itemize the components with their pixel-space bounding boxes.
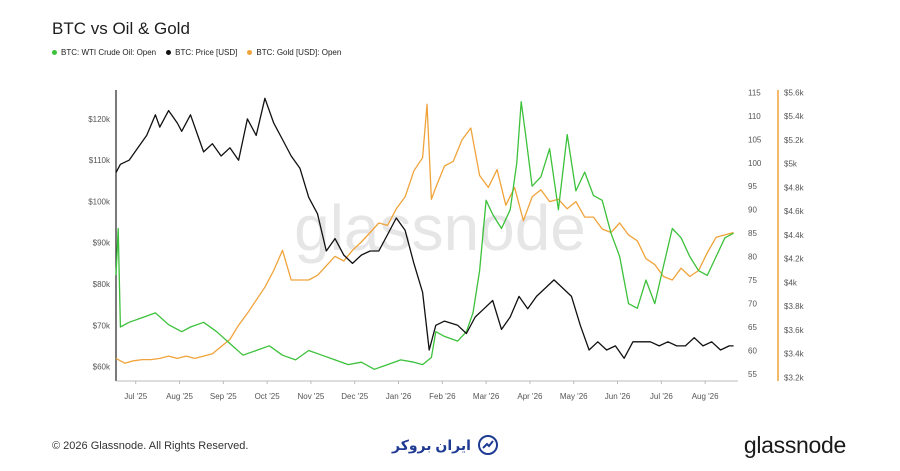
trend-up-icon (477, 435, 498, 455)
x-tick-label: Mar '26 (473, 392, 500, 401)
gold-tick-label: $5.4k (784, 112, 805, 121)
oil-tick-label: 55 (748, 370, 757, 379)
oil-tick-label: 100 (748, 159, 762, 168)
center-logo: ایران بروکر (392, 434, 499, 456)
brand-logo: glassnode (743, 432, 846, 458)
oil-tick-label: 70 (748, 300, 757, 309)
series-line-oil (115, 101, 734, 370)
oil-tick-label: 75 (748, 276, 757, 285)
gold-tick-label: $5.6k (784, 88, 805, 97)
legend-dot-btc (166, 50, 172, 55)
oil-tick-label: 95 (748, 182, 757, 191)
oil-tick-label: 60 (748, 346, 757, 355)
x-tick-label: Jul '26 (650, 392, 673, 401)
gold-tick-label: $3.6k (784, 326, 805, 335)
legend-item-btc[interactable]: BTC: Price [USD] (166, 48, 237, 57)
oil-tick-label: 80 (748, 253, 757, 262)
x-tick-label: Jun '26 (605, 392, 631, 401)
oil-tick-label: 90 (748, 206, 757, 215)
center-logo-text: ایران بروکر (392, 436, 471, 453)
legend-dot-oil (52, 50, 57, 55)
legend-dot-gold (247, 50, 253, 55)
gold-tick-label: $5.2k (784, 136, 805, 145)
oil-tick-label: 110 (748, 112, 761, 121)
oil-tick-label: 105 (748, 135, 762, 144)
x-tick-label: Feb '26 (429, 392, 456, 401)
gold-tick-label: $3.2k (784, 373, 805, 382)
x-tick-label: May '26 (560, 392, 588, 401)
x-tick-label: Sep '25 (210, 392, 237, 401)
x-tick-label: Oct '25 (255, 392, 281, 401)
gold-tick-label: $4.6k (784, 207, 805, 216)
legend-item-oil[interactable]: BTC: WTI Crude Oil: Open (52, 48, 156, 57)
gold-tick-label: $3.4k (784, 350, 805, 359)
legend-item-gold[interactable]: BTC: Gold [USD]: Open (247, 48, 341, 57)
x-tick-label: Apr '26 (517, 392, 543, 401)
x-tick-label: Nov '25 (297, 392, 324, 401)
left-tick-label: $70k (93, 321, 111, 330)
left-tick-label: $120k (88, 115, 111, 124)
gold-tick-label: $4k (784, 278, 798, 287)
gold-tick-label: $4.4k (784, 231, 805, 240)
gold-tick-label: $4.8k (784, 183, 805, 192)
x-tick-label: Aug '25 (166, 392, 193, 401)
left-tick-label: $110k (89, 156, 111, 165)
chart-title: BTC vs Oil & Gold (52, 19, 190, 38)
x-tick-label: Aug '26 (692, 392, 719, 401)
gold-tick-label: $5k (784, 160, 798, 169)
series-line-left (115, 97, 734, 359)
gold-tick-label: $4.2k (784, 255, 805, 264)
left-tick-label: $60k (93, 363, 111, 372)
oil-tick-label: 85 (748, 229, 757, 238)
series-line-gold (115, 103, 734, 364)
watermark: glassnode (294, 192, 586, 264)
legend-label-gold: BTC: Gold [USD]: Open (256, 48, 342, 57)
left-tick-label: $90k (93, 239, 111, 248)
left-tick-label: $100k (88, 197, 111, 206)
copyright-text: © 2026 Glassnode. All Rights Reserved. (52, 440, 249, 452)
x-tick-label: Jul '25 (124, 392, 147, 401)
oil-tick-label: 115 (748, 88, 761, 97)
oil-tick-label: 65 (748, 323, 757, 332)
legend: BTC: WTI Crude Oil: Open BTC: Price [USD… (52, 48, 341, 57)
left-tick-label: $80k (93, 280, 111, 289)
x-tick-label: Jan '26 (386, 392, 412, 401)
legend-label-oil: BTC: WTI Crude Oil: Open (61, 48, 157, 57)
gold-tick-label: $3.8k (784, 302, 805, 311)
legend-label-btc: BTC: Price [USD] (175, 48, 238, 57)
x-tick-label: Dec '25 (341, 392, 368, 401)
